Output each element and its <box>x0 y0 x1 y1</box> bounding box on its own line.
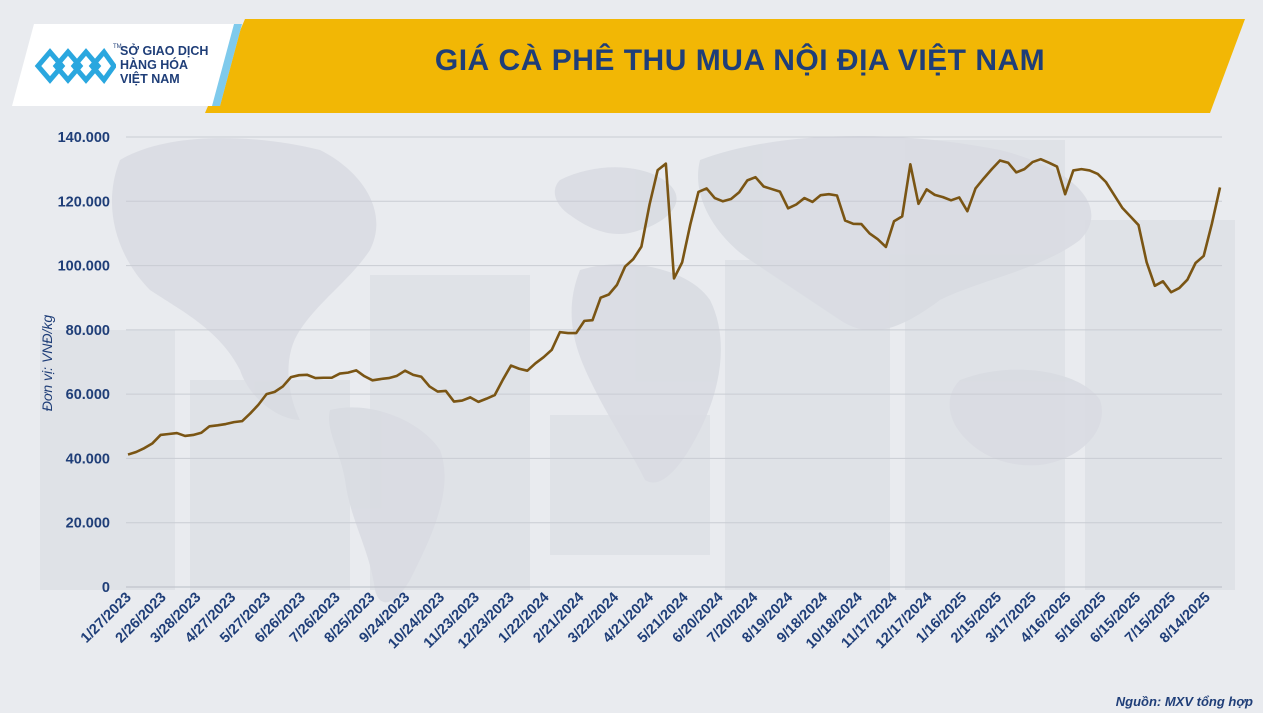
logo-line-1: SỞ GIAO DỊCH <box>120 44 209 58</box>
y-tick-label: 40.000 <box>66 451 110 467</box>
y-tick-label: 80.000 <box>66 323 110 339</box>
page-title: GIÁ CÀ PHÊ THU MUA NỘI ĐỊA VIỆT NAM <box>434 44 1046 77</box>
y-tick-label: 120.000 <box>58 194 110 210</box>
logo-panel <box>12 24 242 106</box>
title-banner <box>205 19 1245 113</box>
y-tick-label: 0 <box>102 580 110 596</box>
logo-trademark: TM <box>113 44 122 50</box>
y-tick-label: 140.000 <box>58 130 110 146</box>
y-tick-label: 100.000 <box>58 259 110 275</box>
logo-line-3: VIỆT NAM <box>120 72 180 86</box>
y-tick-label: 20.000 <box>66 516 110 532</box>
y-tick-label: 60.000 <box>66 387 110 403</box>
series-line <box>127 157 1222 456</box>
logo-text: SỞ GIAO DỊCH HÀNG HÓA VIỆT NAM <box>120 44 208 86</box>
sgd-logo-icon <box>34 47 116 85</box>
logo-line-2: HÀNG HÓA <box>120 58 189 72</box>
source-note: Nguồn: MXV tổng hợp <box>1115 694 1253 709</box>
